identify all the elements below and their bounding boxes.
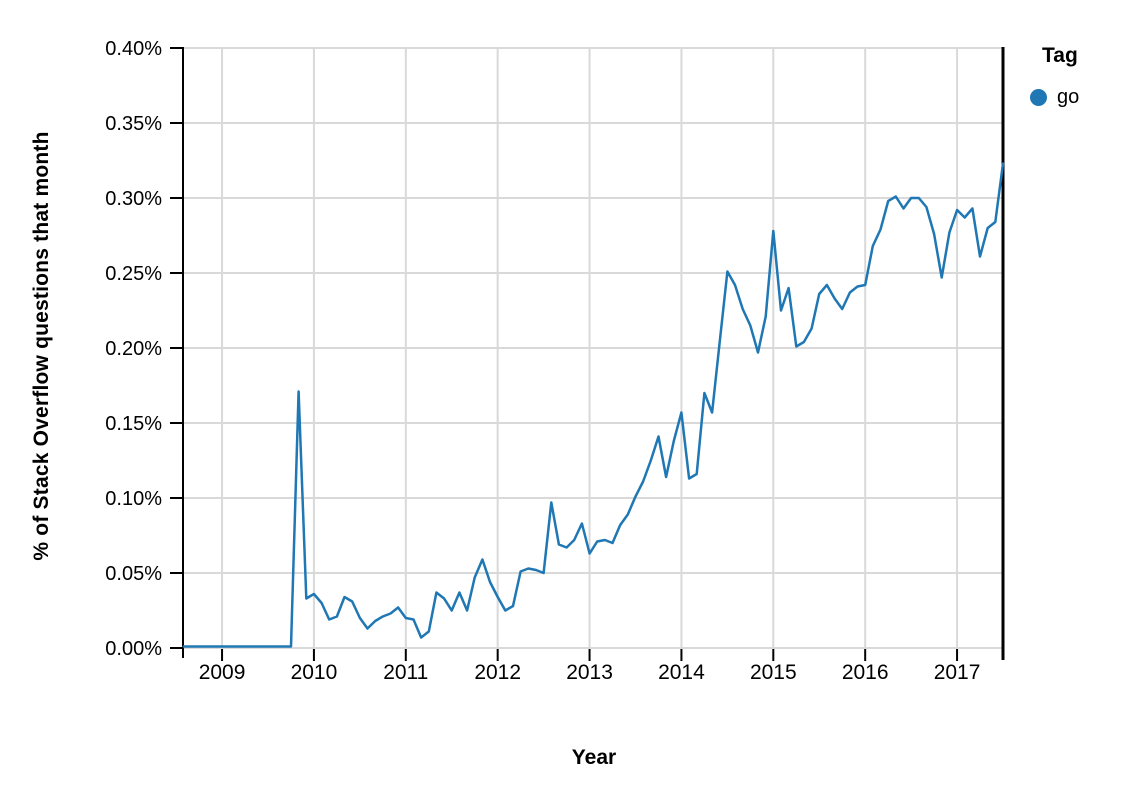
x-axis-title: Year xyxy=(571,746,617,769)
x-tick-label: 2016 xyxy=(842,661,889,684)
x-tick-label: 2013 xyxy=(566,661,613,684)
legend-title: Tag xyxy=(1042,44,1078,67)
y-tick-label: 0.30% xyxy=(105,188,162,210)
x-tick-label: 2017 xyxy=(934,661,981,684)
y-tick-label: 0.20% xyxy=(105,338,162,360)
y-tick-label: 0.05% xyxy=(105,563,162,585)
x-tick-label: 2015 xyxy=(750,661,797,684)
series-line-go[interactable] xyxy=(182,162,1005,648)
y-tick-label: 0.10% xyxy=(105,488,162,510)
y-tick-label: 0.00% xyxy=(105,638,162,660)
legend-marker-icon xyxy=(1030,89,1047,106)
y-tick-label: 0.40% xyxy=(105,38,162,60)
legend: Tag go xyxy=(1030,44,1079,109)
x-tick-label: 2011 xyxy=(383,661,428,684)
y-axis-title: % of Stack Overflow questions that month xyxy=(30,131,53,561)
legend-item-go: go xyxy=(1030,86,1079,109)
legend-item-label: go xyxy=(1057,86,1080,108)
x-tick-label: 2014 xyxy=(658,661,705,684)
y-tick-label: 0.35% xyxy=(105,113,162,135)
y-tick-label: 0.15% xyxy=(105,413,162,435)
x-tick-label: 2012 xyxy=(474,661,521,684)
x-tick-label: 2010 xyxy=(291,661,338,684)
x-tick-label: 2009 xyxy=(199,661,246,684)
y-tick-label: 0.25% xyxy=(105,263,162,285)
